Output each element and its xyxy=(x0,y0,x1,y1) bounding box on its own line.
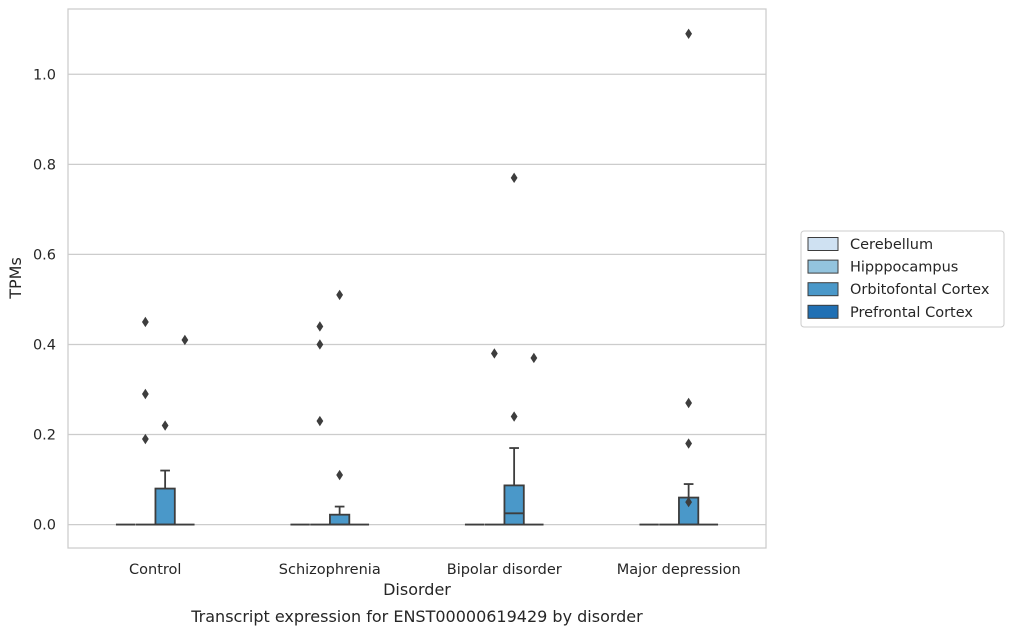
legend-item: Orbitofontal Cortex xyxy=(807,282,990,298)
outlier-point xyxy=(316,415,324,427)
outlier-point xyxy=(316,339,324,350)
outlier-point xyxy=(181,334,189,346)
box xyxy=(678,28,700,526)
box-body xyxy=(503,484,525,526)
box xyxy=(503,172,525,526)
y-tick-labels: 0.0 0.2 0.4 0.6 0.8 1.0 xyxy=(33,67,56,533)
outlier-point xyxy=(685,397,693,409)
outlier-point xyxy=(141,316,149,328)
legend-label: Orbitofontal Cortex xyxy=(850,282,990,298)
box xyxy=(484,348,505,526)
box xyxy=(329,289,351,526)
outlier-point xyxy=(141,388,149,400)
legend-swatch xyxy=(807,259,839,274)
outlier-point xyxy=(336,289,344,301)
legend: Cerebellum Hipppocampus Orbitofontal Corte… xyxy=(800,230,1005,328)
outlier-point xyxy=(490,348,498,359)
legend-item: Prefrontal Cortex xyxy=(807,304,973,321)
legend-label: Hipppocampus xyxy=(850,260,958,276)
legend-label: Cerebellum xyxy=(850,237,933,253)
box xyxy=(135,316,156,526)
x-tick-label: Bipolar disorder xyxy=(447,562,562,578)
legend-item: Hipppocampus xyxy=(807,259,958,276)
legend-swatch xyxy=(807,282,839,297)
box xyxy=(524,352,544,526)
box xyxy=(175,334,195,526)
x-axis-label: Disorder xyxy=(383,580,451,599)
outlier-point xyxy=(685,496,693,508)
outlier-point xyxy=(161,420,169,431)
box-body xyxy=(329,513,351,526)
legend-swatch xyxy=(807,304,839,319)
outlier-point xyxy=(141,433,149,445)
legend-item: Cerebellum xyxy=(807,237,933,253)
legend-frame xyxy=(800,230,1005,328)
x-tick-labels: Control Schizophrenia Bipolar disorder Majo… xyxy=(129,562,741,578)
outlier-point xyxy=(685,438,693,449)
x-tick-label: Major depression xyxy=(617,562,741,578)
box xyxy=(154,420,176,526)
y-tick-label: 0.8 xyxy=(33,157,56,173)
box xyxy=(310,321,330,526)
legend-swatch xyxy=(807,237,839,251)
box-body xyxy=(154,487,176,526)
box-groups xyxy=(115,28,719,526)
outlier-point xyxy=(510,411,518,422)
chart-caption: Transcript expression for ENST0000061942… xyxy=(190,607,643,626)
legend-label: Prefrontal Cortex xyxy=(850,305,973,321)
y-tick-label: 1.0 xyxy=(33,67,56,83)
outlier-point xyxy=(316,321,324,332)
outlier-point xyxy=(510,172,518,184)
outlier-point xyxy=(530,352,538,364)
outlier-point xyxy=(336,469,344,481)
y-tick-label: 0.2 xyxy=(33,428,56,444)
legend-items: Cerebellum Hipppocampus Orbitofontal Corte… xyxy=(807,237,990,321)
y-tick-label: 0.4 xyxy=(33,337,56,353)
plot-frame xyxy=(67,8,767,549)
x-tick-label: Schizophrenia xyxy=(279,562,381,578)
x-tick-label: Control xyxy=(129,562,181,578)
outlier-point xyxy=(685,28,693,39)
y-axis-label: TPMs xyxy=(6,257,25,300)
y-tick-label: 0.0 xyxy=(33,518,56,534)
plot-background xyxy=(68,9,766,548)
y-tick-label: 0.6 xyxy=(33,247,56,263)
